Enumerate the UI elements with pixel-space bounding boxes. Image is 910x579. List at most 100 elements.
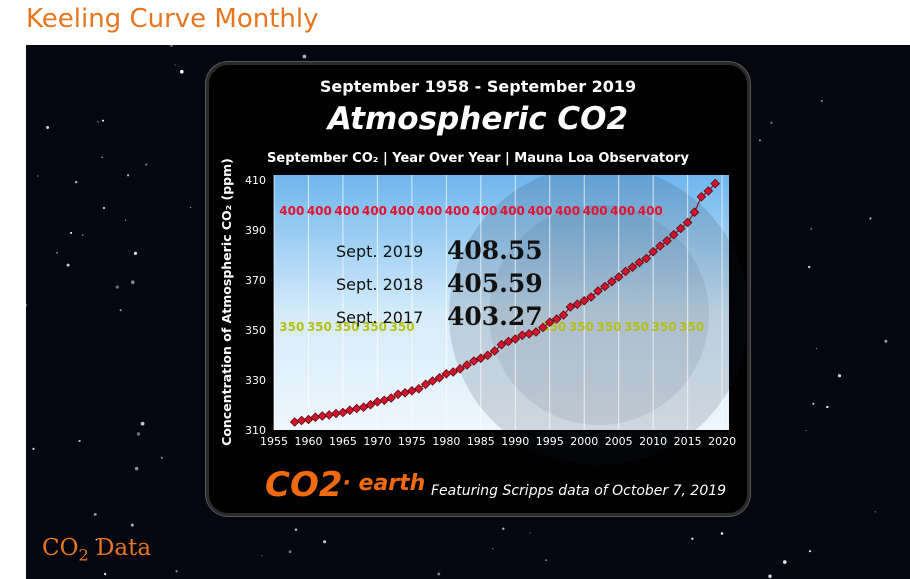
data-point: [517, 330, 528, 341]
y-tick-label: 390: [245, 224, 266, 237]
reference-label-400: 400: [472, 204, 497, 218]
star: [66, 263, 70, 267]
annotation-value: 408.55: [447, 236, 543, 265]
star: [545, 559, 547, 562]
star: [78, 439, 81, 443]
data-point: [317, 411, 328, 421]
star: [261, 555, 263, 557]
reference-label-350: 350: [307, 320, 332, 334]
stars-layer: [26, 45, 888, 578]
reference-label-400: 400: [583, 204, 608, 218]
star: [808, 265, 811, 269]
data-point: [675, 223, 686, 234]
data-point: [462, 360, 472, 370]
data-point: [620, 266, 631, 277]
star: [70, 231, 73, 234]
data-point: [696, 191, 707, 202]
star: [294, 528, 298, 532]
data-point: [565, 302, 576, 312]
star: [812, 402, 815, 405]
x-tick-label: 1975: [398, 435, 426, 448]
star: [93, 514, 95, 517]
reference-label-350: 350: [624, 320, 649, 334]
data-point: [358, 402, 369, 413]
data-point: [372, 396, 383, 407]
logo-earth: · earth: [342, 471, 426, 496]
data-point: [310, 412, 321, 423]
page-title: Keeling Curve Monthly: [26, 4, 319, 34]
x-tick-label: 1965: [329, 435, 357, 448]
star: [145, 163, 148, 166]
reference-label-350: 350: [334, 320, 359, 334]
x-tick-label: 2000: [570, 435, 598, 448]
data-point: [386, 393, 397, 403]
star: [37, 175, 39, 177]
x-tick-label: 1970: [363, 435, 391, 448]
star: [805, 429, 807, 432]
star: [175, 570, 178, 573]
logo-co2: CO2: [265, 465, 343, 505]
starfield-background: September 1958 - September 2019 Atmosphe…: [26, 45, 910, 579]
data-point: [579, 295, 590, 306]
data-point: [496, 339, 507, 350]
data-point: [413, 383, 424, 394]
star: [691, 537, 694, 540]
data-point: [379, 395, 390, 406]
keeling-chart: 400 400 400 400 400 400 400 400 400 400 400 400 400 4…: [219, 158, 747, 465]
data-point: [524, 328, 534, 339]
data-point: [531, 327, 541, 337]
star: [81, 234, 84, 236]
star: [119, 309, 122, 312]
x-tick-label: 1985: [467, 435, 495, 448]
y-tick-label: 370: [245, 274, 266, 287]
star: [170, 45, 173, 47]
data-point: [351, 403, 362, 414]
star: [810, 228, 813, 230]
reference-label-350: 350: [596, 320, 621, 334]
star: [770, 121, 773, 124]
reference-label-400: 400: [279, 204, 304, 218]
data-point: [703, 186, 714, 196]
data-credit: Featuring Scripps data of October 7, 201…: [431, 483, 727, 499]
data-point: [613, 272, 624, 282]
data-point: [641, 253, 652, 264]
data-point: [469, 356, 479, 366]
star: [101, 119, 105, 122]
data-point: [606, 276, 617, 287]
x-tick-label: 2020: [708, 435, 736, 448]
star: [126, 174, 130, 177]
star: [140, 421, 145, 426]
data-point: [689, 207, 700, 218]
star: [56, 251, 58, 254]
x-tick-label: 1980: [432, 435, 460, 448]
star: [884, 339, 888, 343]
star: [174, 64, 176, 66]
x-tick-label: 2005: [605, 435, 633, 448]
reference-label-400: 400: [390, 204, 415, 218]
star: [134, 466, 139, 471]
star: [869, 217, 872, 220]
data-point: [648, 246, 659, 257]
annotation-value: 405.59: [447, 269, 543, 298]
star: [820, 99, 823, 103]
data-point: [655, 241, 665, 251]
data-point: [289, 417, 300, 427]
star: [130, 523, 134, 527]
x-tick-label: 1990: [501, 435, 529, 448]
star: [115, 285, 119, 289]
star: [26, 304, 28, 307]
star: [179, 69, 184, 74]
star: [437, 572, 441, 576]
data-point: [558, 310, 569, 320]
star: [102, 206, 106, 210]
star: [492, 547, 494, 550]
data-point: [482, 350, 493, 361]
star: [95, 538, 98, 541]
data-point: [434, 372, 445, 383]
co2-earth-logo: CO2· earth: [265, 465, 425, 505]
reference-label-400: 400: [417, 204, 442, 218]
star: [874, 511, 877, 513]
star: [837, 374, 842, 378]
star: [783, 560, 787, 564]
star: [101, 156, 103, 159]
